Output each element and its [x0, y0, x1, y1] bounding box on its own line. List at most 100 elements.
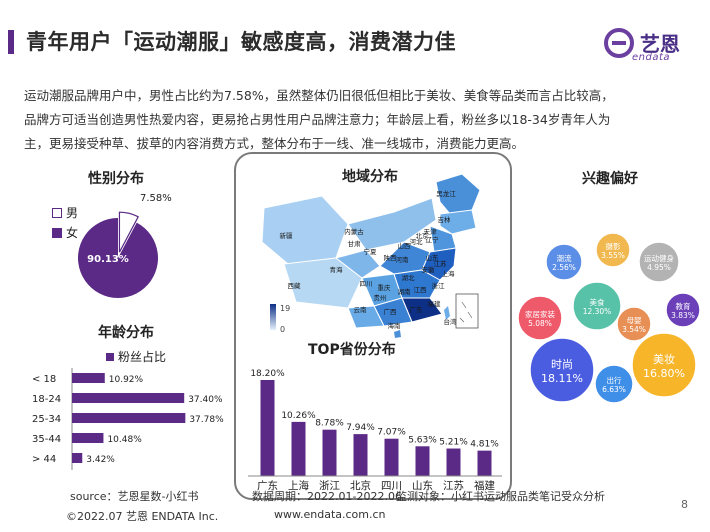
province-shape	[393, 269, 441, 299]
age-value-label: 37.78%	[189, 415, 224, 425]
logo-text-cn: 艺恩	[640, 32, 680, 56]
interest-bubble-value: 2.56%	[552, 263, 576, 272]
logo-text-en: endata	[632, 52, 671, 63]
province-label: 江苏	[434, 259, 448, 268]
age-bar	[72, 433, 104, 443]
south-sea-islands	[459, 301, 473, 323]
legend-swatch-age	[106, 352, 114, 361]
age-bar	[72, 453, 83, 463]
title-accent-bar	[8, 30, 14, 54]
interest-bubble-label: 教育	[676, 301, 691, 311]
interest-bubble-label: 时尚	[551, 357, 573, 371]
age-category-label: 35-44	[32, 434, 61, 445]
top-province-title: TOP省份分布	[308, 342, 396, 358]
legend-swatch-female	[52, 227, 62, 238]
province-bar	[260, 380, 275, 476]
interest-bubble-label: 摄影	[606, 241, 621, 251]
legend-label-age: 粉丝占比	[118, 350, 167, 364]
interest-bubble	[665, 292, 701, 328]
province-label: 福建	[428, 299, 442, 308]
province-label: 安徽	[422, 265, 436, 274]
province-label: 北京	[416, 231, 430, 240]
province-value-label: 5.63%	[408, 435, 437, 445]
province-label: 广西	[384, 307, 398, 316]
province-label: 江西	[414, 286, 428, 294]
footer-copyright: ©2022.07 艺恩 ENDATA Inc.	[66, 510, 219, 523]
interest-bubble	[638, 241, 680, 283]
province-shape	[347, 197, 437, 251]
province-label: 吉林	[438, 215, 452, 224]
pie-slice-female	[78, 218, 158, 298]
province-shape	[439, 209, 477, 235]
china-map: 19 0 黑龙江吉林辽宁北京天津河北山西 内蒙古山东 河南陕西宁夏甘肃青海 新疆西藏 四川重…	[261, 173, 481, 338]
color-scale-bar	[270, 304, 276, 330]
age-category-label: < 18	[32, 374, 56, 385]
hainan-shape	[394, 330, 401, 338]
province-category-label: 浙江	[319, 480, 340, 492]
province-value-label: 8.78%	[315, 419, 344, 429]
endata-logo: 艺恩 endata	[604, 26, 700, 66]
province-category-label: 山东	[412, 479, 433, 492]
footer-source: source：艺恩星数-小红书	[70, 490, 199, 503]
province-label: 广东	[410, 305, 424, 314]
province-category-label: 上海	[288, 479, 309, 492]
province-category-label: 四川	[381, 480, 402, 492]
province-label: 宁夏	[364, 247, 378, 256]
province-value-label: 7.07%	[377, 428, 406, 438]
province-value-label: 18.20%	[250, 369, 285, 379]
province-label: 浙江	[432, 281, 446, 290]
province-label: 内蒙古	[344, 227, 364, 236]
south-sea-inset	[455, 293, 479, 329]
interest-bubble-label: 家居家装	[525, 309, 555, 319]
pie-label-female: 90.13%	[87, 254, 129, 265]
age-legend: 粉丝占比	[106, 348, 166, 365]
age-category-label: 18-24	[32, 394, 61, 405]
gender-legend-female: 女	[52, 224, 78, 241]
interest-bubble-value: 6.63%	[602, 385, 626, 394]
top-province-bar-chart: 18.20% 广东 10.26% 上海 8.78% 浙江 7.94% 北京 7.07% 四川 5.6…	[248, 369, 502, 492]
map-title: 地域分布	[342, 169, 398, 185]
province-label: 山东	[426, 253, 440, 262]
province-label: 陕西	[384, 253, 398, 262]
province-category-label: 福建	[474, 479, 495, 492]
interest-bubble-value: 12.30%	[583, 307, 612, 316]
interest-bubble-value: 3.83%	[671, 311, 695, 320]
age-value-label: 10.92%	[109, 375, 144, 385]
province-value-label: 4.81%	[470, 440, 499, 450]
gender-title: 性别分布	[88, 171, 144, 187]
province-value-label: 10.26%	[281, 411, 316, 421]
interest-bubble-value: 4.95%	[647, 263, 671, 272]
province-bar	[477, 450, 492, 476]
interest-bubble	[631, 332, 697, 398]
interest-title: 兴趣偏好	[582, 171, 638, 187]
footer-period: 数据周期：2022.01-2022.06	[252, 490, 402, 503]
logo-mark-icon	[604, 28, 634, 58]
interest-bubble-label: 母婴	[627, 316, 642, 325]
color-scale-max: 19	[280, 304, 290, 313]
province-shape	[347, 305, 385, 329]
interest-bubble	[517, 295, 563, 341]
province-shape	[283, 257, 363, 309]
intro-line: 主，更易接受种草、拔草的内容消费方式，整体分布于一线、准一线城市，消费能力更高。	[24, 136, 525, 151]
interest-bubble	[594, 364, 634, 404]
province-label: 重庆	[378, 283, 392, 292]
province-bar	[353, 434, 368, 476]
legend-label-female: 女	[66, 226, 79, 240]
province-label: 河南	[396, 255, 410, 264]
interest-bubble-label: 美妆	[653, 353, 675, 366]
region-card: 地域分布 19 0 黑龙江 吉林 辽宁 北京 天津 河北 山西 内蒙古 山东 河南 陕西 宁夏 甘肃 青海 新疆…	[234, 152, 512, 500]
province-bar	[322, 429, 337, 476]
taiwan-shape	[444, 306, 450, 320]
province-bar	[415, 446, 430, 476]
province-category-label: 北京	[350, 479, 371, 492]
interest-bubble	[595, 232, 631, 268]
age-title: 年龄分布	[98, 325, 154, 341]
province-label: 山西	[398, 241, 412, 250]
intro-paragraph: 运动潮服品牌用户中，男性占比约为7.58%，虽然整体仍旧很低但相比于美妆、美食等…	[24, 84, 694, 156]
interest-bubble-label: 潮流	[557, 253, 572, 263]
province-label: 贵州	[374, 293, 387, 302]
pie-slice-male	[118, 211, 139, 253]
interest-bubble-value: 18.11%	[541, 372, 583, 385]
footer-url[interactable]: www.endata.com.cn	[274, 508, 386, 521]
